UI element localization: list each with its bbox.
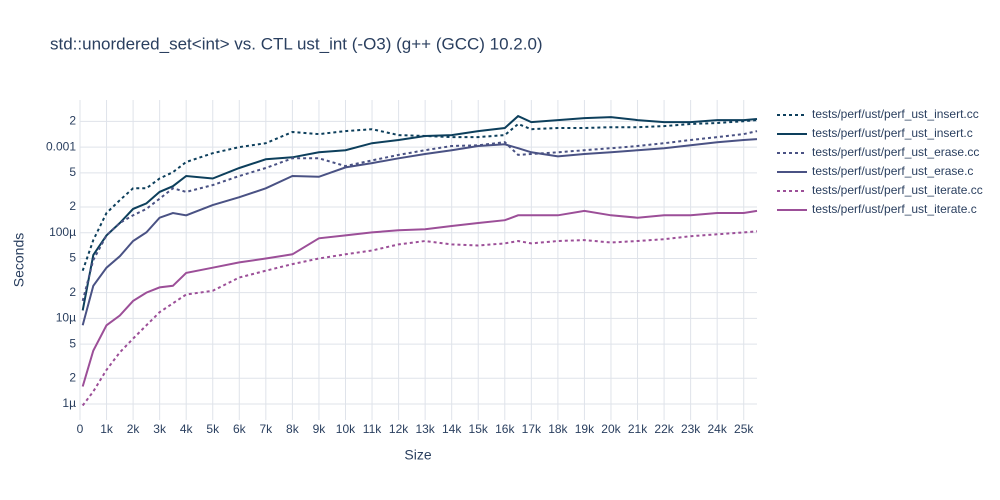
x-tick-label: 23k — [681, 422, 701, 436]
x-tick-label: 22k — [654, 422, 674, 436]
x-tick-label: 3k — [153, 422, 167, 436]
x-tick-label: 12k — [389, 422, 409, 436]
legend-label: tests/perf/ust/perf_ust_iterate.cc — [812, 183, 983, 197]
x-tick-label: 20k — [601, 422, 621, 436]
y-tick-label: 2 — [69, 370, 76, 384]
y-tick-label: 1µ — [62, 396, 76, 410]
x-tick-label: 8k — [286, 422, 300, 436]
x-tick-label: 16k — [495, 422, 515, 436]
legend-label: tests/perf/ust/perf_ust_insert.c — [812, 126, 973, 140]
y-tick-label: 10µ — [56, 311, 76, 325]
x-tick-label: 7k — [259, 422, 273, 436]
x-tick-label: 9k — [313, 422, 327, 436]
y-tick-label: 100µ — [49, 225, 76, 239]
x-tick-label: 24k — [707, 422, 727, 436]
x-tick-label: 1k — [100, 422, 114, 436]
y-tick-label: 5 — [69, 251, 76, 265]
legend-label: tests/perf/ust/perf_ust_insert.cc — [812, 107, 979, 121]
x-tick-label: 2k — [127, 422, 141, 436]
y-tick-label: 5 — [69, 336, 76, 350]
x-tick-label: 25k — [734, 422, 754, 436]
x-tick-label: 18k — [548, 422, 568, 436]
x-tick-label: 21k — [628, 422, 648, 436]
x-tick-label: 19k — [575, 422, 595, 436]
series-line — [81, 230, 758, 407]
y-tick-label: 2 — [69, 199, 76, 213]
series-line — [81, 114, 758, 311]
x-axis-title: Size — [404, 447, 431, 463]
chart-title: std::unordered_set<int> vs. CTL ust_int … — [50, 34, 543, 53]
x-tick-label: 10k — [336, 422, 356, 436]
legend-label: tests/perf/ust/perf_ust_erase.c — [812, 164, 973, 178]
legend-label: tests/perf/ust/perf_ust_erase.cc — [812, 145, 979, 159]
x-tick-label: 14k — [442, 422, 462, 436]
series-line — [81, 119, 758, 272]
x-tick-label: 11k — [363, 422, 382, 436]
y-tick-label: 2 — [69, 285, 76, 299]
x-tick-label: 0 — [77, 422, 84, 436]
y-tick-label: 0.001 — [46, 139, 76, 153]
x-tick-label: 13k — [415, 422, 435, 436]
x-tick-label: 6k — [233, 422, 247, 436]
series-line — [81, 130, 758, 302]
y-axis-title: Seconds — [11, 233, 27, 287]
x-tick-label: 15k — [469, 422, 489, 436]
x-tick-label: 17k — [522, 422, 542, 436]
legend-label: tests/perf/ust/perf_ust_iterate.c — [812, 202, 977, 216]
series-line — [81, 138, 758, 326]
y-tick-label: 2 — [69, 114, 76, 128]
y-tick-label: 5 — [69, 165, 76, 179]
x-tick-label: 5k — [206, 422, 220, 436]
x-tick-label: 4k — [180, 422, 194, 436]
series-line — [81, 209, 758, 387]
